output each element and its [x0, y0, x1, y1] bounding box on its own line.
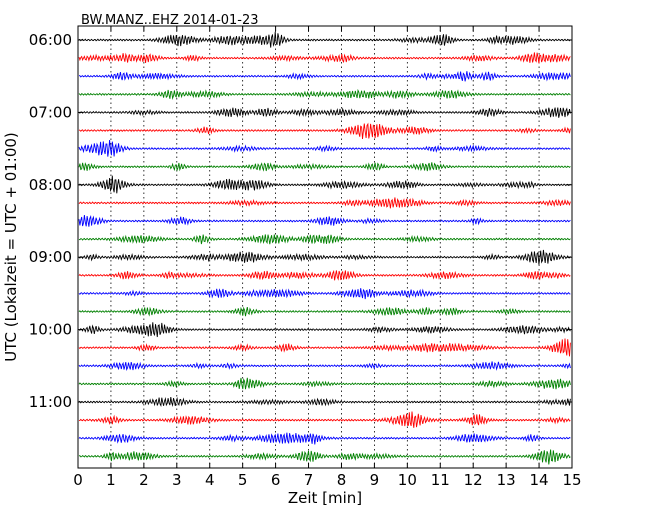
y-tick-label-4: 10:00 [29, 321, 72, 339]
trace-0930 [78, 288, 571, 300]
trace-0830 [78, 214, 571, 227]
x-tick-label-1: 1 [106, 471, 116, 489]
trace-1015 [78, 338, 571, 357]
x-tick-label-8: 8 [337, 471, 347, 489]
x-tick-label-9: 9 [370, 471, 380, 489]
trace-1115 [78, 411, 571, 428]
trace-0845 [78, 234, 571, 245]
trace-0645 [78, 88, 571, 100]
x-tick-label-4: 4 [205, 471, 215, 489]
x-tick-label-2: 2 [139, 471, 149, 489]
trace-0915 [78, 269, 571, 281]
x-tick-label-0: 0 [73, 471, 83, 489]
trace-0700 [78, 107, 571, 118]
trace-1100 [78, 396, 571, 408]
trace-0715 [78, 122, 571, 140]
trace-0900 [78, 249, 571, 265]
x-tick-label-14: 14 [530, 471, 549, 489]
plot-frame [77, 25, 573, 469]
trace-1045 [78, 377, 571, 390]
y-tick-label-3: 09:00 [29, 248, 72, 266]
y-tick-label-2: 08:00 [29, 176, 72, 194]
x-axis-label: Zeit [min] [288, 489, 362, 507]
trace-0600 [78, 31, 571, 48]
y-tick-label-1: 07:00 [29, 103, 72, 121]
trace-1130 [78, 432, 571, 445]
x-tick-label-6: 6 [271, 471, 281, 489]
trace-0815 [78, 197, 571, 209]
trace-1030 [78, 361, 571, 371]
x-tick-label-10: 10 [398, 471, 417, 489]
y-axis-label: UTC (Lokalzeit = UTC + 01:00) [2, 132, 20, 362]
seismic-traces [78, 31, 571, 465]
x-tick-label-5: 5 [238, 471, 248, 489]
x-tick-label-13: 13 [497, 471, 516, 489]
trace-0945 [78, 306, 571, 317]
y-tick-label-5: 11:00 [29, 393, 72, 411]
x-tick-label-7: 7 [304, 471, 314, 489]
x-tick-label-11: 11 [431, 471, 450, 489]
chart-title: BW.MANZ..EHZ 2014-01-23 [81, 13, 259, 28]
x-tick-label-15: 15 [562, 471, 581, 489]
trace-1000 [78, 322, 571, 338]
x-tick-label-12: 12 [464, 471, 483, 489]
trace-0615 [78, 52, 571, 64]
y-axis-ticks: 06:00 07:00 08:00 09:00 10:00 11:00 [29, 31, 572, 411]
trace-1145 [78, 449, 571, 465]
y-tick-label-0: 06:00 [29, 31, 72, 49]
trace-0800 [78, 175, 571, 194]
trace-0745 [78, 162, 571, 172]
grid-lines [110, 26, 540, 468]
x-axis-ticks: 0 1 2 3 4 5 6 7 8 9 10 11 12 13 14 15 [73, 26, 582, 489]
x-tick-label-3: 3 [172, 471, 182, 489]
trace-0630 [78, 71, 571, 82]
trace-0730 [78, 139, 571, 157]
